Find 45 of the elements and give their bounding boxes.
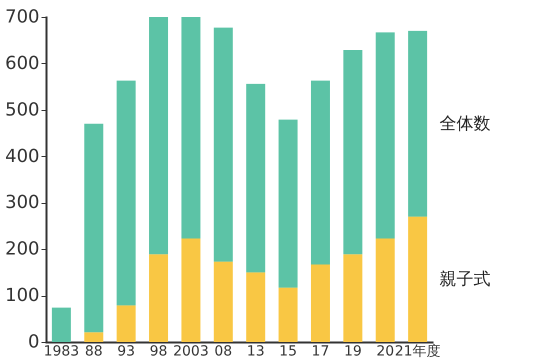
bar [149, 254, 168, 342]
bar [278, 120, 298, 288]
y-tick-label: 700 [5, 6, 40, 28]
bar [84, 332, 104, 342]
y-tick-label: 0 [28, 332, 40, 352]
x-tick-label: 13 [246, 344, 265, 360]
x-tick-label: 93 [117, 344, 136, 360]
bar [376, 32, 395, 238]
bar [116, 80, 136, 306]
bar [214, 28, 233, 262]
x-tick-label: 98 [150, 344, 168, 360]
x-tick-label: 20 [376, 344, 394, 360]
y-tick-label: 400 [5, 146, 40, 167]
bar [343, 50, 362, 254]
bar [246, 84, 266, 272]
x-tick-label: 19 [344, 344, 362, 360]
x-tick-label: 2003 [173, 344, 209, 360]
bar [116, 305, 136, 342]
series-label: 親子式 [440, 269, 491, 290]
bar [52, 308, 71, 342]
bar [84, 124, 104, 332]
y-tick-label: 300 [5, 192, 40, 214]
bar [408, 216, 428, 342]
bar [278, 288, 298, 342]
bar [181, 238, 200, 342]
x-tick-label: 15 [279, 344, 297, 360]
bar [310, 264, 330, 342]
bar [246, 272, 266, 342]
y-tick-label: 600 [5, 52, 40, 74]
bar [214, 262, 233, 342]
bar [149, 17, 168, 254]
bar [181, 17, 200, 238]
x-tick-label: 1983 [44, 344, 80, 360]
x-tick-label: 88 [84, 344, 103, 360]
x-tick-label: 21年度 [394, 344, 441, 360]
bar [376, 238, 395, 342]
y-tick-label: 100 [5, 285, 40, 306]
series-label: 全体数 [440, 114, 491, 134]
x-tick-label: 08 [214, 344, 232, 360]
y-tick-label: 500 [5, 99, 40, 120]
bar [343, 254, 362, 342]
bar [408, 30, 428, 217]
bar [310, 80, 330, 264]
x-tick-label: 17 [312, 344, 330, 360]
y-tick-label: 200 [5, 238, 40, 260]
